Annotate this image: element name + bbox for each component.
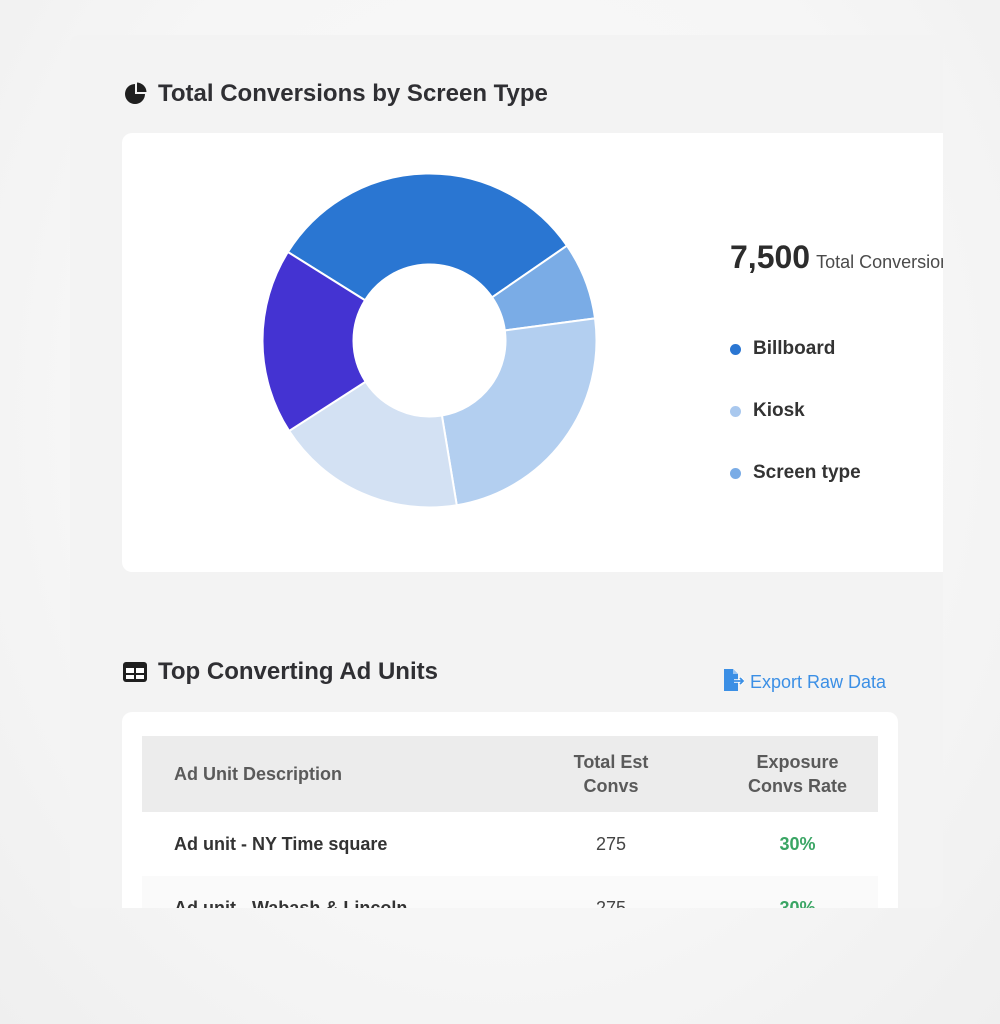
chart-section-title: Total Conversions by Screen Type [122, 80, 548, 108]
donut-slice-1[interactable] [286, 172, 569, 302]
ad-unit-description: Ad unit - Wabash & Lincoln [174, 897, 408, 909]
table-row[interactable]: Ad unit - NY Time square 275 30% [142, 812, 878, 876]
donut-slice-3[interactable] [440, 317, 598, 507]
column-header-text: Exposure Convs Rate [747, 751, 848, 796]
column-header-text: Total Est Convs [573, 751, 649, 796]
chart-title: Total Conversions by Screen Type [158, 80, 548, 107]
export-raw-data-button[interactable]: Export Raw Data [722, 668, 886, 697]
legend-dot-billboard [730, 343, 741, 355]
table-header-row: Ad Unit Description Total Est Convs Expo… [142, 736, 878, 812]
total-est-convs: 275 [595, 897, 627, 909]
total-conversions-value: 7,500 [730, 239, 811, 275]
exposure-convs-rate: 30% [779, 833, 816, 854]
pie-chart-icon [122, 81, 148, 107]
legend-dot-kiosk [730, 405, 741, 417]
table-icon [122, 659, 148, 685]
legend-label: Billboard [753, 338, 836, 359]
donut-slice-4[interactable] [287, 380, 458, 509]
total-est-convs: 275 [595, 833, 627, 854]
column-header-exposure-rate[interactable]: Exposure Convs Rate [717, 736, 878, 812]
ad-unit-description: Ad unit - NY Time square [174, 833, 388, 854]
total-conversions-label: Total Conversions [816, 252, 943, 272]
export-file-icon [722, 668, 746, 697]
legend-dot-screen-type [730, 467, 741, 479]
ad-units-table: Ad Unit Description Total Est Convs Expo… [142, 736, 878, 908]
legend-item-kiosk: Kiosk [730, 380, 861, 442]
table-section-title: Top Converting Ad Units [122, 658, 438, 686]
legend-label: Screen type [753, 462, 861, 483]
dashboard-panel: Total Conversions by Screen Type 7,500 To… [70, 35, 943, 908]
legend-item-screen-type: Screen type [730, 442, 861, 504]
ad-units-table-card: Ad Unit Description Total Est Convs Expo… [122, 712, 898, 908]
legend-label: Kiosk [753, 400, 805, 421]
chart-legend: Billboard Kiosk Screen type [730, 318, 861, 504]
export-label: Export Raw Data [750, 672, 887, 692]
table-row[interactable]: Ad unit - Wabash & Lincoln 275 30% [142, 876, 878, 908]
donut-chart [261, 172, 598, 509]
legend-item-billboard: Billboard [730, 318, 861, 380]
exposure-convs-rate: 30% [779, 897, 816, 909]
column-header-description[interactable]: Ad Unit Description [174, 763, 343, 784]
column-header-total-est-convs[interactable]: Total Est Convs [505, 736, 717, 812]
table-title: Top Converting Ad Units [158, 658, 438, 685]
donut-slice-5[interactable] [261, 250, 367, 433]
